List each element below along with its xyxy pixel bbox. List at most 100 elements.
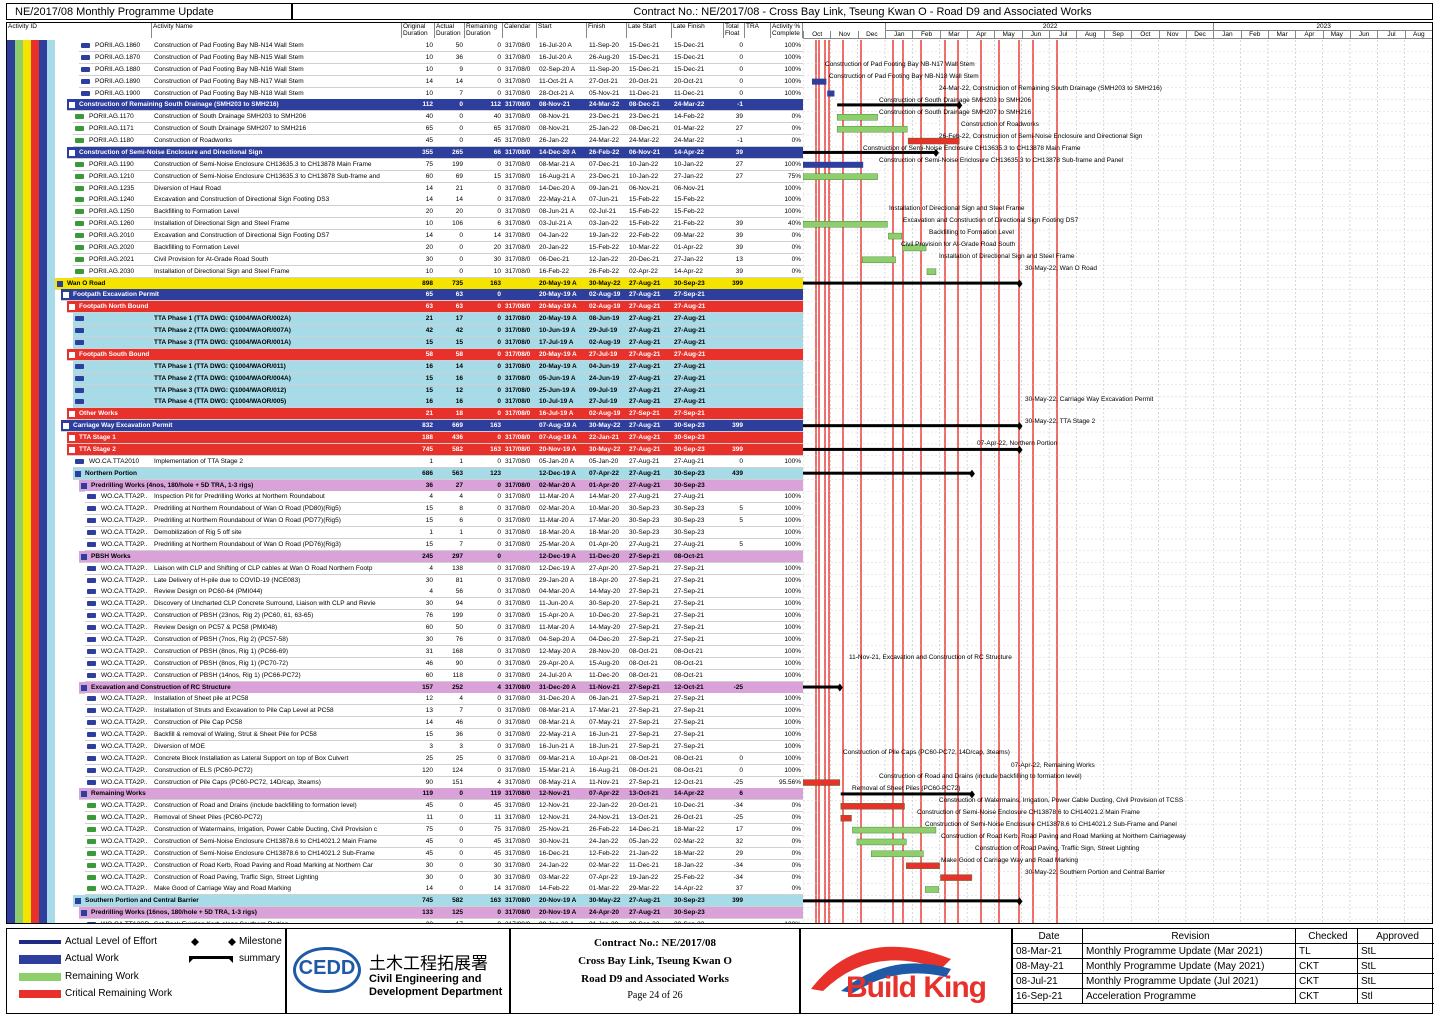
wbs-band [7,75,15,88]
activity-row[interactable]: WO.CA.TTA2P.. Construction of PBSH (23nos… [7,610,1432,623]
wbs-band [23,895,31,908]
activity-row[interactable]: TTA Phase 1 (TTA DWG: Q1004/WAOR/002A) 21… [7,313,1432,326]
activity-row[interactable]: WO.CA.TTA2010 Implementation of TTA Stage… [7,455,1432,468]
cell-od: 4 [429,588,433,596]
wbs-band [31,907,39,920]
activity-row[interactable]: WO.CA.TTA2P.. Construction of Road Paving… [7,871,1432,884]
activity-row[interactable]: TTA Phase 2 (TTA DWG: Q1004/WAOR/004A) 15… [7,372,1432,385]
cell-cal: 317/08/0 [505,647,531,655]
activity-row[interactable]: WO.CA.TTA2P.. Backfill & removal of Walin… [7,729,1432,742]
activity-row[interactable]: TTA Phase 3 (TTA DWG: Q1004/WAOR/012) 15 1… [7,384,1432,397]
wbs-summary-row[interactable]: TTA Stage 1 188 436 0 317/08/0 07-Aug-19 A 22-… [7,432,1432,445]
activity-row[interactable]: WO.CA.TTA2P.. Installation of Struts and … [7,705,1432,718]
cell-fi: 04-Dec-20 [589,636,620,643]
cell-od: 14 [425,885,433,893]
activity-row[interactable]: WO.CA.TTA2P.. Construction of Watermains,… [7,824,1432,837]
wbs-band-stripes [7,776,67,789]
activity-row[interactable]: WO.CA.TTA2SP..Set Back Existing Kerb alo… [7,919,1432,923]
wbs-summary-row[interactable]: Predrilling Works (4nos, 180/hole + 5D T… [7,479,1432,492]
activity-row[interactable]: TTA Phase 4 (TTA DWG: Q1004/WAOR/005) 16 1… [7,396,1432,409]
activity-row[interactable]: WO.CA.TTA2P.. Demobilization of Rig 5 off… [7,527,1432,540]
wbs-summary-row[interactable]: Footpath South Bound 58 58 0 317/08/0 20-May-… [7,348,1432,361]
activity-row[interactable]: PORII.AG.2020 Backfilling to Formation Le… [7,241,1432,254]
activity-row[interactable]: PORII.AG.1235 Diversion of Haul Road 14 21 0… [7,182,1432,195]
activity-row[interactable]: PORII.AG.1890 Construction of Pad Footing… [7,75,1432,88]
activity-row[interactable]: PORII.AG.1900 Construction of Pad Footing… [7,87,1432,100]
wbs-band [7,657,15,670]
activity-row[interactable]: PORII.AG.2030 Installation of Directional… [7,265,1432,278]
activity-row[interactable]: PORII.AG.1171 Construction of South Drain… [7,123,1432,136]
activity-row[interactable]: WO.CA.TTA2P.. Construction of PBSH (8nos,… [7,645,1432,658]
activity-row[interactable]: WO.CA.TTA2P.. Construction of Road Kerb, … [7,859,1432,872]
activity-row[interactable]: WO.CA.TTA2P.. Construction of Road and Dr… [7,800,1432,813]
activity-row[interactable]: PORII.AG.1880 Construction of Pad Footing… [7,63,1432,76]
activity-row[interactable]: WO.CA.TTA2P.. Review Design on PC57 & PC5… [7,622,1432,635]
cell-ls: 27-Sep-21 [629,683,660,691]
activity-row[interactable]: WO.CA.TTA2P.. Make Good of Carriage Way a… [7,883,1432,896]
wbs-summary-row[interactable]: Footpath Excavation Permit 65 63 0 20-May-19… [7,289,1432,302]
activity-row[interactable]: WO.CA.TTA2P.. Predrilling at Northern Rou… [7,538,1432,551]
cell-ls: 27-Sep-21 [629,410,660,418]
activity-row[interactable]: PORII.AG.1170 Construction of South Drain… [7,111,1432,124]
wbs-summary-row[interactable]: Predrilling Works (16nos, 180/hole + 5D … [7,907,1432,920]
wbs-summary-row[interactable]: Footpath North Bound 63 63 0 317/08/0 20-May-… [7,301,1432,314]
wbs-summary-row[interactable]: Remaining Works 119 0 119 317/08/0 12-Nov-21 0… [7,788,1432,801]
activity-bar-icon [87,732,96,738]
cell-fi: 23-Dec-21 [589,113,620,121]
cell-od: 30 [425,576,433,584]
activity-row[interactable]: WO.CA.TTA2P.. Construction of PBSH (7nos,… [7,634,1432,646]
activity-row[interactable]: WO.CA.TTA2P.. Predrilling at Northern Rou… [7,515,1432,528]
activity-row[interactable]: WO.CA.TTA2P.. Construction of Pile Cap PC… [7,717,1432,730]
activity-row[interactable]: WO.CA.TTA2P.. Construction of Pile Caps (… [7,776,1432,789]
cell-ls: 27-Sep-21 [629,636,660,643]
cell-od: 745 [422,445,433,453]
wbs-summary-row[interactable]: Other Works 21 18 0 317/08/0 16-Jul-19 A 02-Au… [7,408,1432,421]
activity-row[interactable]: WO.CA.TTA2P.. Installation of Sheet pile … [7,693,1432,706]
cell-pc: 100% [784,766,801,774]
activity-row[interactable]: WO.CA.TTA2P.. Liaison with CLP and Shifti… [7,562,1432,575]
activity-row[interactable]: PORII.AG.1210 Construction of Semi-Noise … [7,170,1432,183]
activity-row[interactable]: WO.CA.TTA2P.. Predrilling at Northern Rou… [7,503,1432,516]
wbs-band [39,657,47,670]
activity-row[interactable]: TTA Phase 1 (TTA DWG: Q1004/WAOR/011) 16 1… [7,360,1432,373]
activity-row[interactable]: WO.CA.TTA2P.. Late Delivery of H-pile due… [7,574,1432,587]
activity-row[interactable]: WO.CA.TTA2P.. Concrete Block Installation… [7,752,1432,765]
cell-st: 20-Nov-19 A [539,897,577,905]
cell-tf [724,717,745,729]
wbs-band [23,503,31,516]
activity-row[interactable]: WO.CA.TTA2P.. Construction of Semi-Noise … [7,835,1432,848]
activity-row[interactable]: PORII.AG.1180 Construction of Roadworks 45… [7,135,1432,148]
wbs-summary-row[interactable]: Excavation and Construction of RC Struct… [7,681,1432,694]
activity-row[interactable]: PORII.AG.1250 Backfilling to Formation Le… [7,206,1432,219]
activity-row[interactable]: WO.CA.TTA2P.. Construction of Semi-Noise … [7,847,1432,860]
activity-row[interactable]: PORII.AG.1870 Construction of Pad Footing… [7,51,1432,64]
wbs-summary-row[interactable]: Construction of Remaining South Drainage… [7,99,1432,112]
activity-row[interactable]: WO.CA.TTA2P.. Construction of PBSH (14nos… [7,669,1432,682]
activity-row[interactable]: WO.CA.TTA2P.. Removal of Sheet Piles (PC6… [7,812,1432,825]
activity-row[interactable]: PORII.AG.2021 Civil Provision for At-Grad… [7,253,1432,266]
activity-row[interactable]: PORII.AG.1260 Installation of Directional… [7,218,1432,231]
activity-row[interactable]: PORII.AG.1240 Excavation and Construction… [7,194,1432,207]
cell-lf: 01-Apr-22 [674,243,703,251]
wbs-summary-row[interactable]: Wan O Road 898 735 163 20-May-19 A 30-May-22 2… [7,277,1432,290]
activity-row[interactable]: WO.CA.TTA2P.. Diversion of MOE 3 3 0 317/08/0… [7,740,1432,753]
activity-row[interactable]: WO.CA.TTA2P.. Construction of ELS (PC60-P… [7,764,1432,777]
wbs-summary-row[interactable]: PBSH Works 245 297 0 12-Dec-19 A 11-Dec-20 27-… [7,550,1432,563]
activity-row[interactable]: PORII.AG.1860 Construction of Pad Footing… [7,40,1432,52]
wbs-summary-row[interactable]: Southern Portion and Central Barrier 745 5… [7,895,1432,908]
wbs-summary-row[interactable]: Carriage Way Excavation Permit 832 669 163 0… [7,420,1432,433]
activity-row[interactable]: WO.CA.TTA2P.. Inspection Pit for Predrill… [7,491,1432,504]
activity-row[interactable]: TTA Phase 2 (TTA DWG: Q1004/WAOR/007A) 42… [7,325,1432,338]
wbs-summary-row[interactable]: Construction of Semi-Noise Enclosure and… [7,146,1432,159]
revision-row: 08-Mar-21 Monthly Programme Update (Mar 2… [1013,944,1434,959]
summary-end-marker [836,683,843,692]
activity-row[interactable]: PORII.AG.2010 Excavation and Construction… [7,230,1432,243]
activity-row[interactable]: WO.CA.TTA2P.. Discovery of Uncharted CLP … [7,598,1432,611]
activity-row[interactable]: PORII.AG.1190 Construction of Semi-Noise … [7,158,1432,171]
activity-row[interactable]: WO.CA.TTA2P.. Construction of PBSH (8nos,… [7,657,1432,670]
cell-lf: 08-Oct-21 [674,754,703,762]
activity-row[interactable]: TTA Phase 3 (TTA DWG: Q1004/WAOR/001A) 15… [7,337,1432,349]
wbs-summary-row[interactable]: Northern Portion 686 563 123 12-Dec-19 A 07-A… [7,467,1432,480]
activity-row[interactable]: WO.CA.TTA2P.. Review Design on PC60-64 (P… [7,586,1432,599]
